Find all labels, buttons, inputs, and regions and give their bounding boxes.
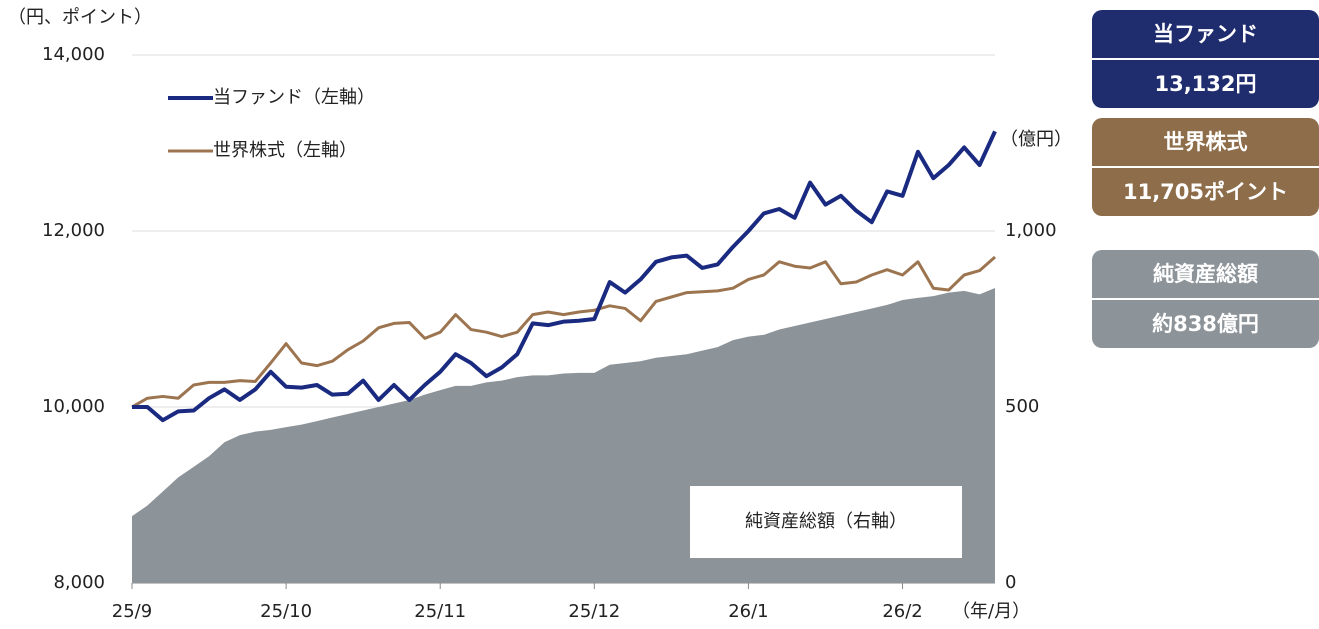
legend-label: 純資産総額（右軸） xyxy=(745,511,907,532)
x-tick-label: 25/10 xyxy=(260,601,312,622)
chart: （円、ポイント） （億円） （年/月） 8,000 10,000 12,000 14,… xyxy=(8,7,1072,622)
summary-box: 世界株式 11,705ポイント xyxy=(1092,118,1319,216)
legend-label: 世界株式（左軸） xyxy=(213,140,357,161)
x-unit: （年/月） xyxy=(952,601,1030,622)
x-tick-label: 25/9 xyxy=(112,601,152,622)
y2-tick-label: 0 xyxy=(1005,572,1016,593)
y2-tick-label: 1,000 xyxy=(1005,220,1057,241)
x-tick-label: 26/2 xyxy=(882,601,922,622)
y-tick-label: 8,000 xyxy=(53,572,105,593)
summary-box: 当ファンド 13,132円 xyxy=(1092,10,1319,108)
summary-name: 世界株式 xyxy=(1163,130,1248,154)
x-tick-label: 26/1 xyxy=(728,601,768,622)
line xyxy=(132,130,997,423)
summary-name: 当ファンド xyxy=(1153,22,1258,46)
summary-value: 13,132円 xyxy=(1092,58,1319,108)
summary-box: 純資産総額約838億円 xyxy=(1092,250,1319,348)
y-unit: （円、ポイント） xyxy=(8,7,152,28)
y-tick-label: 12,000 xyxy=(42,220,105,241)
summary-value: 約838億円 xyxy=(1092,298,1319,348)
legend-label: 当ファンド（左軸） xyxy=(213,87,375,108)
summary-name: 純資産総額 xyxy=(1153,262,1258,286)
y2-tick-label: 500 xyxy=(1005,396,1039,417)
y-tick-label: 10,000 xyxy=(42,396,105,417)
line xyxy=(131,255,996,409)
y-tick-label: 14,000 xyxy=(42,44,105,65)
area-label-box xyxy=(690,486,962,558)
x-tick-label: 25/12 xyxy=(568,601,620,622)
y2-unit: （億円） xyxy=(1000,129,1072,150)
x-tick-label: 25/11 xyxy=(414,601,466,622)
summary-value: 11,705ポイント xyxy=(1092,166,1319,216)
